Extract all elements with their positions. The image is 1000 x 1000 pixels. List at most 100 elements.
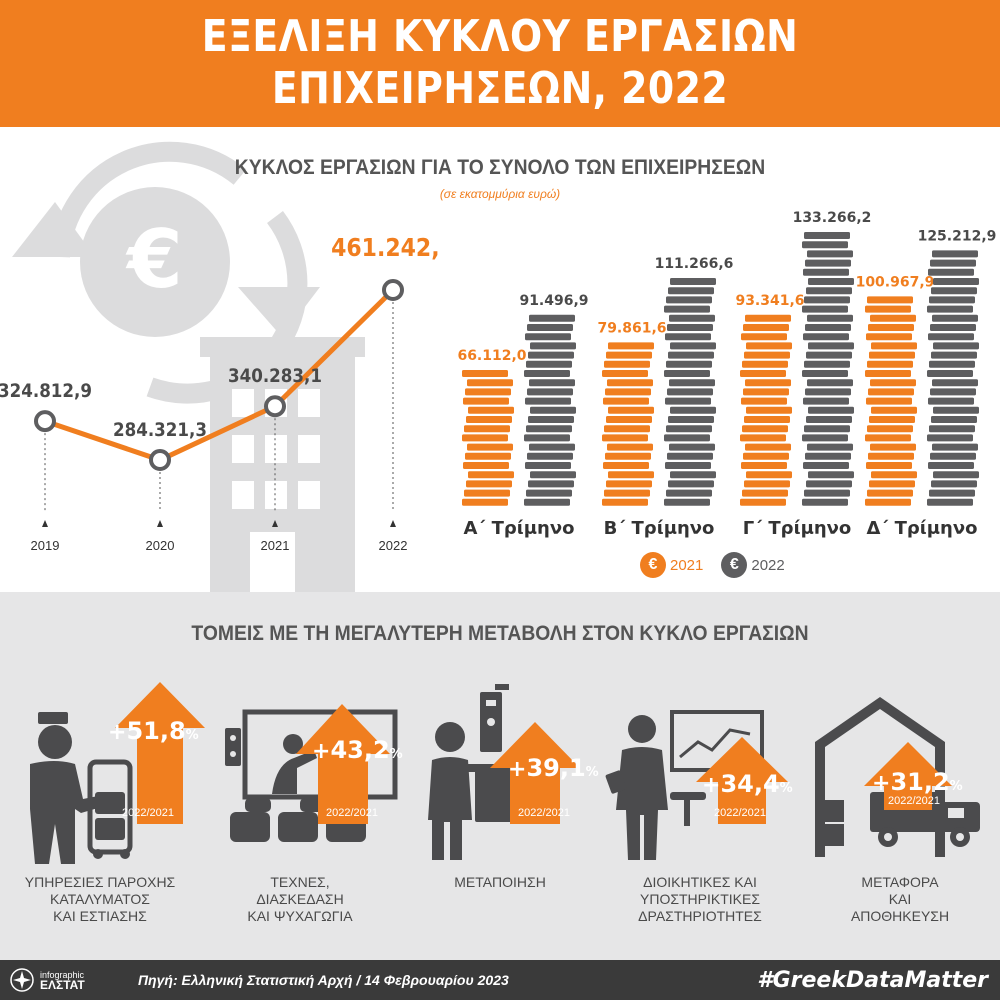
- bar-coin-2022: [668, 351, 714, 359]
- bar-coin-2022: [933, 342, 979, 350]
- source-note: Πηγή: Ελληνική Στατιστική Αρχή / 14 Φεβρ…: [138, 972, 509, 988]
- bar-coin-2021: [607, 443, 653, 451]
- bar-coin-2021: [871, 342, 917, 350]
- sector-label-5: ΜΕΤΑΦΟΡΑ ΚΑΙ ΑΠΟΘΗΚΕΥΣΗ: [850, 874, 950, 924]
- bar-coin-2021: [867, 425, 913, 433]
- bar-coin-2022: [931, 351, 977, 359]
- bar-coin-2022: [528, 480, 574, 488]
- bar-coin-2022: [525, 397, 571, 405]
- bar-coin-2022: [802, 305, 848, 313]
- bar-coin-2022: [527, 324, 573, 331]
- bar-coin-2022: [665, 333, 711, 341]
- sector-label-2: ΤΕΧΝΕΣ, ΔΙΑΣΚΕΔΑΣΗ ΚΑΙ ΨΥΧΑΓΩΓΙΑ: [247, 874, 353, 924]
- bar-coin-2021: [602, 370, 648, 377]
- bar-coin-2021: [608, 471, 654, 479]
- bar-coin-2021: [870, 314, 916, 322]
- bar-coin-2021: [740, 498, 786, 506]
- bar-coin-2022: [526, 425, 572, 433]
- data-label: 461.242,6: [331, 233, 440, 263]
- bar-coin-2021: [604, 360, 650, 368]
- tick-marker: [42, 520, 48, 527]
- sector-period-4: 2022/2021: [714, 807, 766, 819]
- bar-coin-2022: [665, 462, 711, 469]
- bar-coin-2022: [805, 259, 851, 267]
- bar-coin-2022: [804, 360, 850, 368]
- bar-coin-2022: [929, 360, 975, 368]
- bar-coin-2022: [526, 360, 572, 368]
- bar-coin-2022: [928, 462, 974, 469]
- bar-coin-2022: [805, 452, 851, 460]
- sector-accommodation: +51,8% 2022/2021 ΥΠΗΡΕΣΙΕΣ ΠΑΡΟΧΗΣ ΚΑΤΑΛ…: [0, 682, 205, 952]
- bar-coin-2022: [668, 416, 714, 423]
- bar-value-label-2021: 100.967,9: [856, 274, 935, 290]
- data-point: [264, 395, 286, 418]
- bar-coin-2022: [932, 443, 978, 451]
- bar-coin-2021: [742, 489, 788, 497]
- bar-coin-2022: [668, 287, 714, 295]
- bar-coin-2021: [466, 480, 512, 488]
- bar-coin-2021: [467, 379, 513, 387]
- sectors-title: ΤΟΜΕΙΣ ΜΕ ΤΗ ΜΕΓΑΛΥΤΕΡΗ ΜΕΤΑΒΟΛΗ ΣΤΟΝ ΚΥ…: [191, 622, 809, 645]
- x-tick-label: 2021: [261, 538, 290, 553]
- bar-coin-2022: [933, 471, 979, 479]
- bar-coin-2021: [608, 406, 654, 414]
- bar-value-label-2021: 79.861,6: [597, 320, 666, 336]
- logo-line2: ΕΛΣΤΑΤ: [40, 977, 85, 992]
- bar-coin-2021: [464, 425, 510, 433]
- theatre-screen-icon: [225, 704, 398, 842]
- legend-item-2022: € 2022: [721, 552, 785, 578]
- bar-coin-2021: [746, 342, 792, 350]
- bar-coin-2021: [868, 452, 914, 460]
- bar-coin-2021: [744, 416, 790, 423]
- bar-coin-2022: [806, 416, 852, 423]
- bar-coin-2022: [808, 342, 854, 350]
- bar-coin-2022: [802, 498, 848, 506]
- logo-line1: infographic: [40, 969, 85, 980]
- elstat-logo: infographic ΕΛΣΤΑΤ: [10, 968, 98, 992]
- hotel-porter-icon: [30, 682, 205, 864]
- bar-coin-2021: [871, 471, 917, 479]
- bar-coin-2021: [606, 351, 652, 359]
- bar-coin-2022: [669, 314, 715, 322]
- sector-period-2: 2022/2021: [326, 807, 378, 819]
- bar-coin-2022: [804, 489, 850, 497]
- bar-coin-2022: [524, 498, 570, 506]
- category-label: Β΄ Τρίμηνο: [604, 518, 715, 539]
- bar-coin-2022: [931, 416, 977, 423]
- bar-coin-2022: [803, 462, 849, 469]
- legend-item-2021: € 2021: [640, 552, 703, 578]
- sector-arrow-2: [296, 704, 390, 824]
- x-tick-label: 2022: [379, 538, 408, 553]
- bar-coin-2022: [932, 314, 978, 322]
- bar-coin-2022: [667, 388, 713, 396]
- euro-cycle-building-illustration: €: [12, 141, 365, 592]
- bar-coin-2022: [802, 370, 848, 377]
- bar-coin-2022: [806, 480, 852, 488]
- bar-coin-2022: [803, 268, 849, 276]
- bar-coin-2022: [805, 388, 851, 396]
- bar-coin-2021: [865, 370, 911, 377]
- bar-coin-2021: [742, 360, 788, 368]
- bar-coin-2021: [865, 498, 911, 506]
- bar-coin-2022: [930, 324, 976, 331]
- bar-coin-2022: [927, 498, 973, 506]
- x-tick-label: 2019: [31, 538, 60, 553]
- bar-coin-2022: [808, 471, 854, 479]
- bar-coin-2021: [870, 443, 916, 451]
- bar-coin-2021: [745, 314, 791, 322]
- sector-pct-1: +51,8%: [108, 717, 199, 745]
- bar-coin-2021: [743, 324, 789, 331]
- bar-coin-2022: [527, 388, 573, 396]
- bar-coin-2022: [803, 397, 849, 405]
- bar-coin-2022: [927, 305, 973, 313]
- office-worker-icon: [605, 710, 788, 860]
- bar-coin-2022: [928, 397, 974, 405]
- bar-coin-2022: [669, 379, 715, 387]
- bar-coin-2022: [929, 425, 975, 433]
- bar-coin-2022: [667, 324, 713, 331]
- bar-coin-2021: [602, 498, 648, 506]
- sector-arrow-1: [115, 682, 205, 824]
- svg-text:€: €: [125, 213, 183, 306]
- bar-coin-2022: [525, 333, 571, 341]
- category-label: Α΄ Τρίμηνο: [463, 518, 574, 539]
